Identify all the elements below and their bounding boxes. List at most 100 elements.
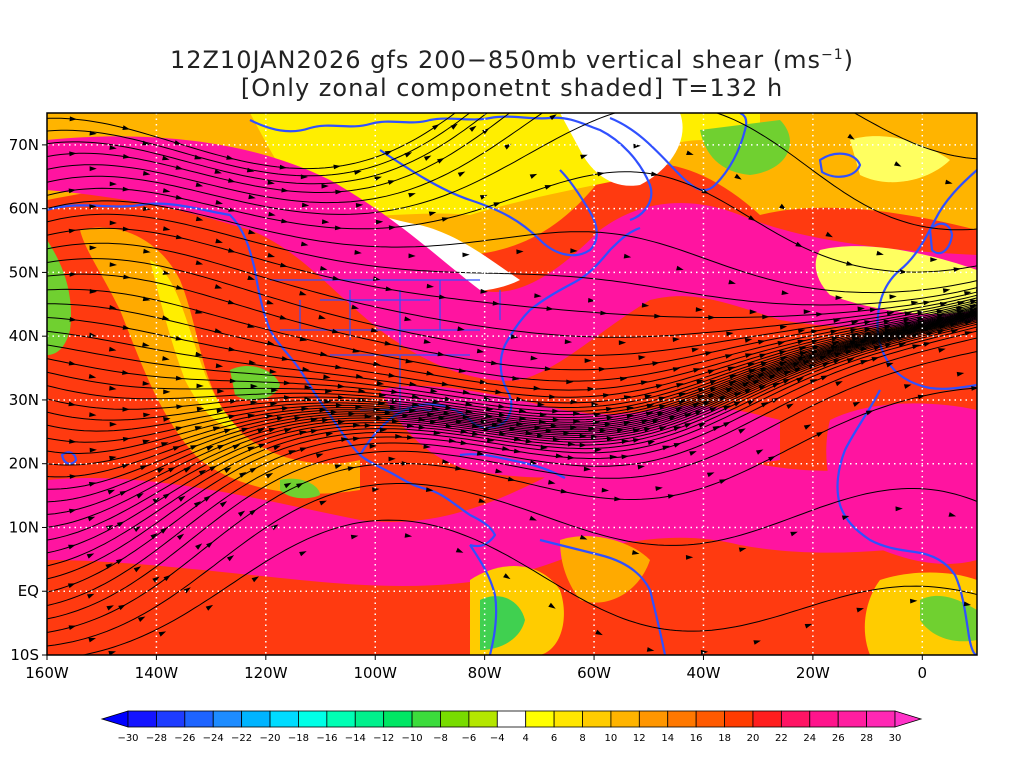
streamline-arrowhead: [88, 373, 97, 379]
streamline-arrowhead: [226, 555, 235, 562]
streamline-arrowhead: [618, 42, 626, 47]
streamline-arrowhead: [719, 479, 727, 484]
streamline-arrowhead: [881, 69, 889, 74]
streamline-arrowhead: [152, 497, 160, 504]
streamline-arrowhead: [437, 351, 446, 357]
streamline: [47, 200, 977, 294]
colorbar-label: 10: [605, 733, 618, 744]
streamline-arrowhead: [534, 293, 542, 298]
streamline-arrowhead: [194, 426, 203, 431]
colorbar-swatch: [610, 710, 640, 728]
colorbar-label: −4: [490, 733, 505, 744]
colorbar-swatch: [383, 710, 413, 728]
streamline-arrowhead: [319, 500, 327, 506]
streamline-arrowhead: [276, 416, 285, 421]
streamline-arrowhead: [833, 359, 841, 364]
streamline-arrowhead: [143, 248, 151, 254]
streamline-arrowhead: [109, 262, 117, 267]
streamline-arrowhead: [267, 340, 275, 346]
streamline-arrowhead: [978, 319, 986, 324]
streamline-arrowhead: [748, 215, 756, 221]
colorbar-swatch: [354, 710, 385, 728]
streamline-arrowhead: [725, 387, 734, 393]
streamline-arrowhead: [678, 392, 686, 398]
streamline-arrowhead: [214, 284, 223, 289]
streamline-arrowhead: [647, 440, 656, 446]
streamline-arrowhead: [279, 164, 287, 170]
streamline-arrowhead: [423, 155, 432, 161]
streamline-arrowhead: [281, 187, 289, 193]
streamline-arrowhead: [389, 404, 398, 410]
streamline-arrowhead: [196, 383, 204, 389]
streamline-arrowhead: [509, 426, 517, 431]
streamline-arrowhead: [652, 361, 660, 366]
streamline-arrowhead: [709, 15, 716, 20]
streamline-arrowhead: [294, 416, 302, 421]
streamline-arrowhead: [395, 434, 403, 439]
streamline-arrowhead: [215, 199, 223, 205]
streamline-arrowhead: [283, 380, 292, 386]
streamline-arrowhead: [215, 363, 224, 369]
streamline-arrowhead: [133, 566, 141, 573]
streamline-arrowhead: [150, 533, 158, 540]
streamline: [47, 242, 977, 338]
colorbar-swatch: [212, 710, 243, 728]
colorbar-label: 12: [633, 733, 646, 744]
streamline-arrowhead: [694, 410, 703, 416]
streamline-arrowhead: [280, 262, 288, 268]
streamline-arrowhead: [193, 501, 202, 508]
colorbar-label: 16: [690, 733, 703, 744]
streamline-arrowhead: [228, 248, 236, 253]
streamline-arrowhead: [734, 173, 742, 180]
streamline-arrowhead: [549, 114, 557, 121]
streamline-arrowhead: [987, 0, 995, 4]
streamline-arrowhead: [228, 178, 236, 183]
streamline-arrowhead: [116, 521, 125, 528]
streamline-arrowhead: [444, 396, 453, 402]
colorbar-swatch: [695, 710, 725, 728]
streamline-arrowhead: [790, 531, 798, 537]
streamline-arrowhead: [835, 295, 843, 300]
streamline: [47, 316, 977, 503]
colorbar-swatch: [553, 710, 583, 728]
streamline-arrowhead: [411, 394, 420, 399]
streamline-arrowhead: [195, 182, 204, 187]
streamline-arrowhead: [686, 150, 694, 155]
streamline-arrowhead: [512, 93, 519, 99]
streamline-arrowhead: [457, 326, 465, 332]
streamline: [47, 273, 977, 371]
streamline-arrowhead: [284, 395, 292, 401]
streamline-arrowhead: [747, 362, 755, 368]
streamline-arrowhead: [175, 194, 184, 200]
streamline-arrowhead: [269, 369, 277, 374]
streamline-arrowhead: [69, 317, 77, 322]
streamline-arrowhead: [109, 220, 117, 226]
streamline-arrowhead: [676, 265, 684, 271]
streamline-arrowhead: [692, 403, 700, 408]
streamline-arrowhead: [760, 361, 769, 367]
streamline-arrowhead: [727, 366, 736, 372]
lon-label: 20W: [796, 664, 830, 682]
streamline-arrowhead: [616, 428, 625, 433]
streamline-arrowhead: [744, 388, 752, 394]
streamline-arrowhead: [217, 388, 225, 394]
streamline-arrowhead: [247, 275, 255, 280]
streamline-arrowhead: [643, 427, 652, 433]
streamline-arrowhead: [281, 218, 289, 224]
streamline-arrowhead: [198, 469, 207, 476]
colorbar-swatch: [780, 710, 811, 728]
streamline-arrowhead: [158, 631, 167, 637]
streamline-arrowhead: [833, 318, 841, 323]
streamline-arrowhead: [923, 342, 932, 347]
streamline-arrowhead: [228, 414, 236, 420]
streamline-arrowhead: [299, 336, 308, 342]
streamline-arrowhead: [668, 415, 677, 421]
streamline-arrowhead: [491, 422, 500, 427]
streamline-arrowhead: [391, 418, 400, 424]
streamline-arrowhead: [725, 354, 733, 359]
streamline-arrowhead: [122, 437, 131, 442]
colorbar-swatch: [156, 710, 186, 728]
streamline-arrowhead: [257, 428, 265, 433]
streamline-arrowhead: [465, 401, 473, 407]
streamline-arrowhead: [109, 305, 117, 310]
